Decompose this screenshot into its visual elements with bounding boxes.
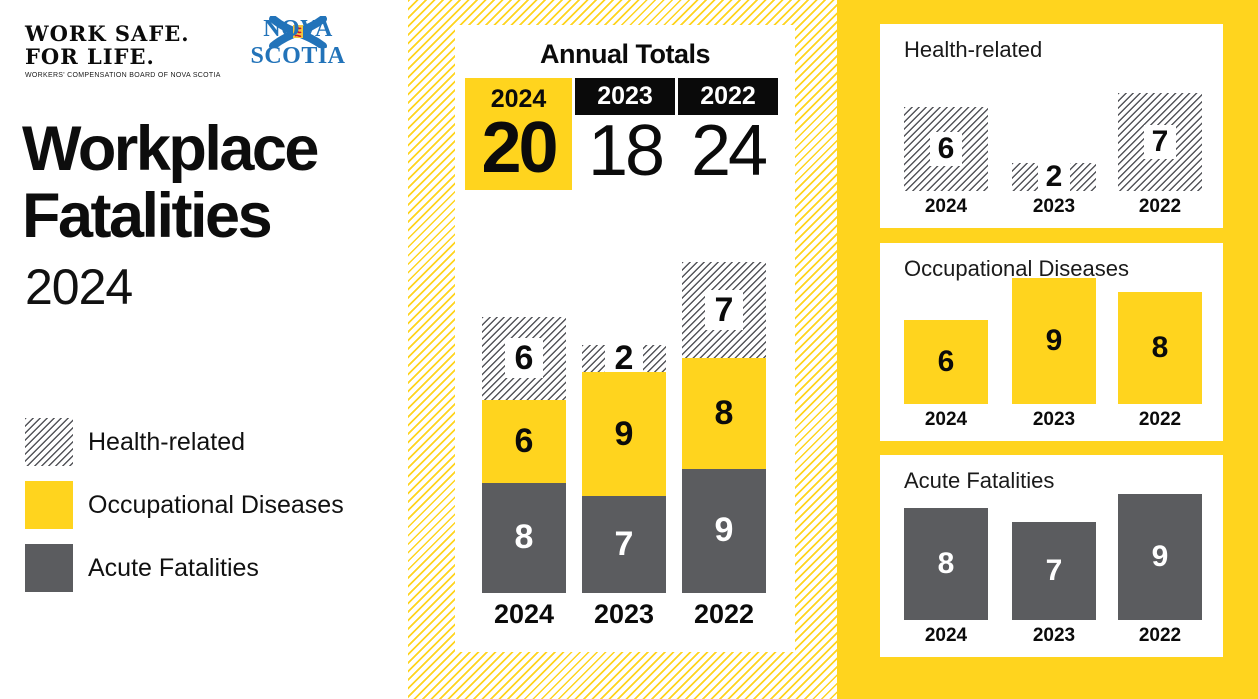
total-value-2023: 18 bbox=[587, 111, 665, 191]
annual-totals-heading: Annual Totals bbox=[539, 39, 711, 69]
total-value-2024: 20 bbox=[481, 108, 558, 188]
total-card-2022: 2022 24 bbox=[678, 78, 778, 191]
card-title: Health-related bbox=[904, 37, 1043, 62]
worksafe-logo-tagline: WORKERS' COMPENSATION BOARD OF NOVA SCOT… bbox=[25, 72, 221, 79]
bar-2023: 2 bbox=[1012, 160, 1096, 194]
acute-fatalities-chart: 8 7 9 bbox=[880, 455, 1223, 620]
segment-health-related: 6 bbox=[482, 317, 566, 400]
total-card-2023: 2023 18 bbox=[575, 78, 675, 191]
legend-item-health-related: Health-related bbox=[25, 418, 344, 466]
segment-acute-fatalities: 9 bbox=[682, 468, 766, 593]
total-year-label: 2022 bbox=[678, 78, 778, 115]
bar-value: 9 bbox=[1151, 540, 1169, 573]
stacked-bar-2024: 6 6 8 bbox=[482, 317, 566, 593]
nova-scotia-wordmark: NOVA SCOTIA bbox=[250, 16, 346, 69]
axis-year-label: 2023 bbox=[1032, 409, 1076, 430]
left-panel: WORK SAFE. FOR LIFE. WORKERS' COMPENSATI… bbox=[0, 0, 408, 699]
card-health-related: Health-related 6 2 7 2024 2023 2022 bbox=[880, 24, 1223, 228]
legend-label: Acute Fatalities bbox=[88, 553, 259, 582]
axis-year-label: 2024 bbox=[924, 625, 968, 646]
nova-scotia-logo: NOVA SCOTIA bbox=[220, 16, 376, 72]
total-year-label: 2024 bbox=[490, 85, 547, 113]
annual-totals-panel: Annual Totals 2024 20 2023 18 2022 24 6 … bbox=[455, 25, 795, 652]
worksafe-logo-line2: FOR LIFE. bbox=[25, 44, 155, 69]
card-title: Occupational Diseases bbox=[904, 256, 1130, 281]
axis-year-label: 2024 bbox=[924, 409, 968, 430]
yellow-swatch-icon bbox=[25, 481, 73, 529]
bar-2023: 9 bbox=[1012, 278, 1096, 404]
segment-health-related: 7 bbox=[682, 261, 766, 359]
total-year-label: 2023 bbox=[575, 78, 675, 115]
bar-value: 6 bbox=[937, 345, 955, 378]
axis-year-label: 2024 bbox=[493, 599, 555, 629]
segment-value: 6 bbox=[514, 421, 534, 460]
segment-acute-fatalities: 7 bbox=[582, 496, 666, 593]
bar-2023: 7 bbox=[1012, 522, 1096, 620]
bar-2022: 7 bbox=[1118, 93, 1202, 191]
segment-value: 8 bbox=[514, 518, 534, 557]
bar-2024: 6 bbox=[904, 107, 988, 191]
page-title-year: 2024 bbox=[25, 259, 133, 315]
legend: Health-related Occupational Diseases Acu… bbox=[25, 418, 344, 607]
bar-value: 8 bbox=[937, 547, 955, 580]
stacked-bar-2023: 2 9 7 bbox=[582, 338, 666, 593]
card-occupational-diseases: Occupational Diseases 6 9 8 2024 2023 20… bbox=[880, 243, 1223, 441]
axis-year-label: 2022 bbox=[1138, 196, 1182, 217]
legend-label: Health-related bbox=[88, 427, 246, 456]
axis-year-label: 2022 bbox=[693, 599, 755, 629]
page-title-line1: Workplace bbox=[22, 114, 319, 184]
legend-label: Occupational Diseases bbox=[88, 490, 344, 519]
hatch-swatch-icon bbox=[25, 418, 73, 466]
segment-value: 2 bbox=[604, 338, 644, 379]
segment-value: 8 bbox=[714, 394, 734, 433]
page-title-line2: Fatalities bbox=[22, 181, 273, 251]
axis-year-label: 2023 bbox=[593, 599, 655, 629]
occupational-diseases-chart: 6 9 8 bbox=[880, 243, 1223, 404]
segment-occupational-diseases: 8 bbox=[682, 358, 766, 469]
annual-totals-frame: Annual Totals 2024 20 2023 18 2022 24 6 … bbox=[408, 0, 837, 699]
nova-scotia-flag-icon bbox=[269, 16, 327, 48]
bar-value: 7 bbox=[1045, 554, 1063, 587]
segment-value: 6 bbox=[504, 338, 544, 379]
right-panel: Health-related 6 2 7 2024 2023 2022 Occu… bbox=[837, 0, 1258, 699]
axis-year-label: 2023 bbox=[1032, 625, 1076, 646]
stacked-bar-2022: 7 8 9 bbox=[682, 261, 766, 593]
card-acute-fatalities: Acute Fatalities 8 7 9 2024 2023 2022 bbox=[880, 455, 1223, 657]
health-related-chart: 6 2 7 bbox=[880, 24, 1223, 194]
total-card-2024: 2024 20 bbox=[465, 78, 572, 190]
worksafe-logo: WORK SAFE. FOR LIFE. WORKERS' COMPENSATI… bbox=[25, 22, 221, 79]
worksafe-logo-line1: WORK SAFE. bbox=[25, 21, 190, 46]
bar-2024: 6 bbox=[904, 320, 988, 404]
legend-item-acute-fatalities: Acute Fatalities bbox=[25, 544, 344, 592]
segment-occupational-diseases: 6 bbox=[482, 399, 566, 483]
gray-swatch-icon bbox=[25, 544, 73, 592]
page-title: Workplace Fatalities bbox=[22, 114, 319, 251]
bar-2022: 8 bbox=[1118, 292, 1202, 404]
bar-2022: 9 bbox=[1118, 494, 1202, 620]
bar-value: 7 bbox=[1143, 125, 1177, 159]
axis-year-label: 2024 bbox=[924, 196, 968, 217]
segment-occupational-diseases: 9 bbox=[582, 372, 666, 497]
segment-value: 7 bbox=[614, 525, 634, 564]
bar-value: 8 bbox=[1151, 331, 1169, 364]
segment-value: 7 bbox=[704, 290, 744, 331]
bar-value: 2 bbox=[1037, 160, 1071, 194]
segment-value: 9 bbox=[614, 414, 634, 453]
card-title: Acute Fatalities bbox=[904, 468, 1055, 493]
axis-year-label: 2022 bbox=[1138, 625, 1182, 646]
total-value-2022: 24 bbox=[690, 111, 768, 191]
axis-year-label: 2023 bbox=[1032, 196, 1076, 217]
segment-value: 9 bbox=[714, 511, 734, 550]
bar-2024: 8 bbox=[904, 508, 988, 620]
bar-value: 9 bbox=[1045, 324, 1063, 357]
axis-year-label: 2022 bbox=[1138, 409, 1182, 430]
bar-value: 6 bbox=[929, 132, 963, 166]
legend-item-occupational-diseases: Occupational Diseases bbox=[25, 481, 344, 529]
segment-health-related: 2 bbox=[582, 338, 666, 379]
segment-acute-fatalities: 8 bbox=[482, 482, 566, 593]
